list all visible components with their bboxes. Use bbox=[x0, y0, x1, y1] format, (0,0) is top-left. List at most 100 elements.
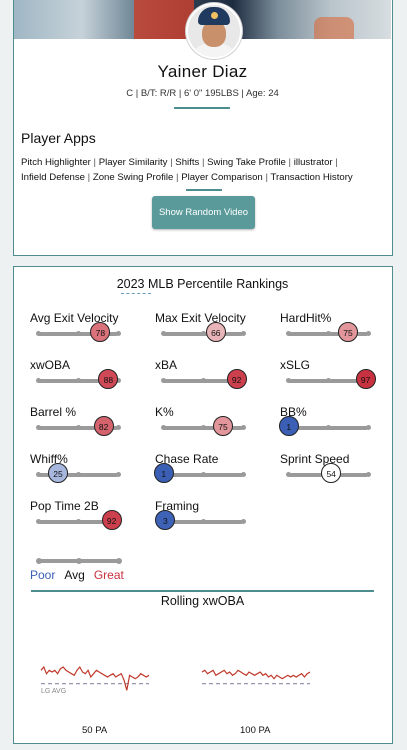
track-dot bbox=[365, 425, 371, 430]
percentile-rankings-title: 2023 MLB Percentile Rankings bbox=[116, 277, 289, 291]
track-dot bbox=[35, 519, 41, 524]
app-link-zone-swing-profile[interactable]: Zone Swing Profile bbox=[92, 172, 174, 183]
track-dot bbox=[35, 378, 41, 383]
track-dot bbox=[75, 519, 81, 524]
percentile-marker: 66 bbox=[205, 322, 226, 342]
track-dot bbox=[75, 425, 81, 430]
track-dot bbox=[200, 472, 206, 477]
app-link-pitch-highlighter[interactable]: Pitch Highlighter bbox=[21, 157, 91, 168]
metric-label: xBA bbox=[155, 358, 178, 372]
percentile-marker: 1 bbox=[153, 463, 174, 483]
track-dot bbox=[75, 472, 81, 477]
section-divider bbox=[31, 590, 374, 592]
track-dot bbox=[285, 378, 291, 383]
app-link-swing-take-profile[interactable]: Swing Take Profile bbox=[207, 157, 286, 168]
metric-label: Pop Time 2B bbox=[30, 499, 99, 513]
rolling-xwoba-title: Rolling xwOBA bbox=[160, 594, 245, 608]
lg-avg-label: LG AVG bbox=[41, 688, 67, 695]
legend-great: Great bbox=[93, 568, 124, 582]
metric-barrel: Barrel % 82 bbox=[29, 405, 139, 445]
app-link-player-comparison[interactable]: Player Comparison bbox=[181, 172, 263, 183]
percentile-marker: 78 bbox=[90, 322, 111, 342]
track-dot bbox=[240, 519, 246, 524]
track-dot bbox=[160, 425, 166, 430]
track-dot bbox=[35, 331, 41, 336]
metric-label: Barrel % bbox=[30, 405, 77, 419]
track-dot bbox=[75, 378, 81, 383]
track-dot bbox=[285, 331, 291, 336]
track-dot bbox=[200, 519, 206, 524]
app-link-transaction-history[interactable]: Transaction History bbox=[270, 172, 353, 183]
metric-label: xSLG bbox=[280, 358, 311, 372]
metric-chase-rate: Chase Rate 1 bbox=[153, 452, 264, 492]
legend-poor: Poor bbox=[30, 568, 56, 582]
percentile-marker: 82 bbox=[93, 416, 114, 436]
percentile-marker: 75 bbox=[338, 322, 358, 342]
track-dot bbox=[115, 331, 121, 336]
legend: Poor Avg Great bbox=[30, 568, 133, 582]
rolling-xwoba-line bbox=[201, 669, 311, 680]
metric-xslg: xSLG 97 bbox=[279, 358, 389, 398]
metric-label: Chase Rate bbox=[155, 452, 219, 466]
track-dot bbox=[365, 331, 371, 336]
player-card: Yainer Diaz C | B/T: R/R | 6' 0" 195LBS … bbox=[13, 0, 393, 256]
track-dot bbox=[325, 331, 331, 336]
player-avatar bbox=[186, 3, 242, 59]
player-apps-links: Pitch Highlighter | Player Similarity | … bbox=[21, 157, 353, 183]
rolling-xwoba-line bbox=[40, 665, 150, 691]
app-link-infield-defense[interactable]: Infield Defense bbox=[21, 172, 85, 183]
metric-k: K% 75 bbox=[154, 405, 264, 445]
metric-label: xwOBA bbox=[30, 358, 71, 372]
track-dot bbox=[240, 472, 246, 477]
metric-avg-exit-velocity: Avg Exit Velocity 78 bbox=[29, 311, 139, 351]
legend-avg: Avg bbox=[64, 568, 85, 582]
track-dot bbox=[115, 425, 121, 430]
divider bbox=[186, 189, 222, 191]
track-dot bbox=[365, 472, 371, 477]
show-random-video-button[interactable]: Show Random Video bbox=[152, 196, 255, 229]
metric-label: BB% bbox=[280, 405, 307, 419]
metric-sprint-speed: Sprint Speed 54 bbox=[279, 452, 389, 492]
rolling-chart-50pa bbox=[40, 665, 150, 691]
legend-dot bbox=[116, 558, 122, 564]
percentile-marker: 88 bbox=[98, 369, 119, 389]
metric-label: Sprint Speed bbox=[280, 452, 350, 466]
percentile-marker: 54 bbox=[321, 463, 342, 483]
app-link-illustrator[interactable]: illustrator bbox=[293, 157, 333, 168]
metric-label: Max Exit Velocity bbox=[155, 311, 246, 325]
divider bbox=[174, 107, 230, 109]
player-apps-title: Player Apps bbox=[21, 130, 96, 146]
player-name: Yainer Diaz bbox=[157, 62, 248, 81]
percentile-marker: 3 bbox=[155, 510, 176, 530]
track-dot bbox=[240, 425, 246, 430]
track-dot bbox=[75, 331, 81, 336]
metric-max-exit-velocity: Max Exit Velocity 66 bbox=[154, 311, 264, 351]
metric-label: Avg Exit Velocity bbox=[30, 311, 119, 325]
metric-label: Whiff% bbox=[30, 452, 68, 466]
track-dot bbox=[160, 331, 166, 336]
legend-dot bbox=[36, 558, 42, 564]
metric-xba: xBA 92 bbox=[154, 358, 264, 398]
app-link-shifts[interactable]: Shifts bbox=[175, 157, 200, 168]
track-dot bbox=[285, 472, 291, 477]
app-link-player-similarity[interactable]: Player Similarity bbox=[98, 157, 168, 168]
metric-framing: Framing 3 bbox=[154, 499, 264, 539]
rolling-chart-100pa bbox=[201, 669, 311, 685]
percentile-rankings-card: 2023 MLB Percentile Rankings Avg Exit Ve… bbox=[13, 266, 393, 744]
track-dot bbox=[240, 331, 246, 336]
player-info: C | B/T: R/R | 6' 0" 195LBS | Age: 24 bbox=[126, 88, 279, 99]
track-dot bbox=[200, 378, 206, 383]
metric-hardhit: HardHit% 75 bbox=[279, 311, 389, 351]
track-dot bbox=[160, 378, 166, 383]
track-dot bbox=[35, 472, 41, 477]
track-dot bbox=[200, 425, 206, 430]
metric-whiff: Whiff% 25 bbox=[29, 452, 139, 492]
metric-bb: BB% 1 bbox=[278, 405, 389, 445]
percentile-marker: 25 bbox=[48, 463, 68, 483]
year-dashed-underline bbox=[121, 293, 151, 294]
percentile-marker: 1 bbox=[278, 416, 299, 436]
track-dot bbox=[115, 472, 121, 477]
track-dot bbox=[115, 378, 121, 383]
track-dot bbox=[35, 425, 41, 430]
chart-label-100pa: 100 PA bbox=[240, 725, 271, 736]
